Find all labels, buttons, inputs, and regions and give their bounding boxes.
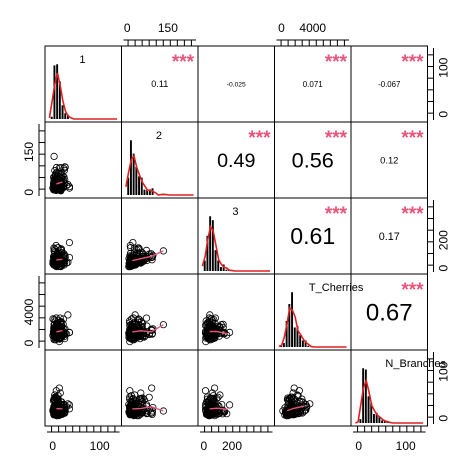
axis-tick-label: 200 (222, 439, 242, 453)
axis-tick-label: 0 (355, 439, 362, 453)
correlation-value: 0.12 (380, 154, 398, 165)
axis-tick-label: 100 (396, 439, 416, 453)
histogram-bar (220, 267, 222, 271)
axis-tick-label: 0 (437, 265, 451, 272)
axis-tick-label: 4000 (22, 298, 36, 325)
histogram-bar (215, 250, 217, 271)
histogram-bar (283, 343, 285, 347)
histogram-bar (373, 414, 375, 423)
histogram-bar (302, 340, 304, 347)
histogram-bar (365, 370, 367, 423)
correlation-value: 0.56 (292, 148, 334, 173)
variable-name-label: 1 (79, 54, 85, 66)
correlation-value: -0.067 (378, 80, 400, 89)
histogram-bar (51, 117, 53, 119)
histogram-bar (225, 270, 227, 271)
significance-stars: *** (325, 128, 348, 149)
axis-tick-label: 0 (201, 439, 208, 453)
axis-tick-label: 150 (158, 21, 178, 35)
histogram-bar (307, 346, 309, 347)
axis-tick-label: 100 (437, 361, 451, 381)
histogram-bar (368, 396, 370, 423)
axis-tick-label: 0 (22, 339, 36, 346)
histogram-bar (209, 216, 211, 271)
variable-name-label: 2 (156, 130, 162, 142)
histogram-bar (56, 64, 58, 119)
significance-stars: *** (401, 204, 424, 225)
significance-stars: *** (325, 204, 348, 225)
scatter-point (51, 153, 57, 159)
axis-tick-label: 0 (124, 21, 131, 35)
histogram-bar (135, 167, 137, 195)
significance-stars: *** (325, 52, 348, 73)
axis-tick-label: 0 (437, 415, 451, 422)
axis-tick-label: 200 (437, 230, 451, 250)
histogram-bar (294, 327, 296, 347)
correlation-value: 0.17 (379, 231, 400, 243)
significance-stars: *** (401, 128, 424, 149)
histogram-bar (149, 191, 151, 195)
correlation-value: 0.67 (366, 299, 413, 326)
significance-stars: *** (401, 52, 424, 73)
fit-line (210, 408, 228, 409)
axis-tick-label: 0 (22, 189, 36, 196)
histogram-bar (291, 292, 293, 347)
histogram-bar (62, 105, 64, 119)
histogram-bar (359, 419, 361, 423)
correlation-value: -0.025 (227, 81, 246, 88)
histogram-bar (217, 261, 219, 271)
axis-tick-label: 150 (22, 142, 36, 162)
variable-name-label: T_Cherries (309, 282, 364, 294)
significance-stars: *** (401, 280, 424, 301)
axis-tick-label: 0 (278, 21, 285, 35)
scatter-point (146, 394, 152, 400)
correlation-value: 0.11 (151, 79, 168, 89)
correlation-value: 0.49 (217, 150, 255, 172)
variable-name-label: 3 (232, 206, 238, 218)
axis-tick-label: 4000 (299, 21, 326, 35)
scatter-point (65, 312, 71, 318)
scatter-point (226, 402, 232, 408)
axis-tick-label: 100 (437, 57, 451, 77)
scatter-point (202, 388, 208, 394)
scatter-point (66, 239, 72, 245)
histogram-bar (144, 190, 146, 195)
correlation-value: 0.071 (303, 80, 324, 89)
scatter-point (149, 385, 155, 391)
significance-stars: *** (172, 52, 195, 73)
axis-tick-label: 0 (49, 439, 56, 453)
axis-tick-label: 0 (437, 111, 451, 118)
histogram-bar (64, 113, 66, 119)
axis-tick-label: 100 (90, 439, 110, 453)
histogram-bar (299, 335, 301, 347)
histogram-bar (212, 220, 214, 271)
histogram-bar (381, 420, 383, 423)
correlation-value: 0.61 (290, 223, 335, 249)
fit-line (56, 259, 62, 260)
histogram-bar (138, 176, 140, 195)
significance-stars: *** (248, 128, 271, 149)
